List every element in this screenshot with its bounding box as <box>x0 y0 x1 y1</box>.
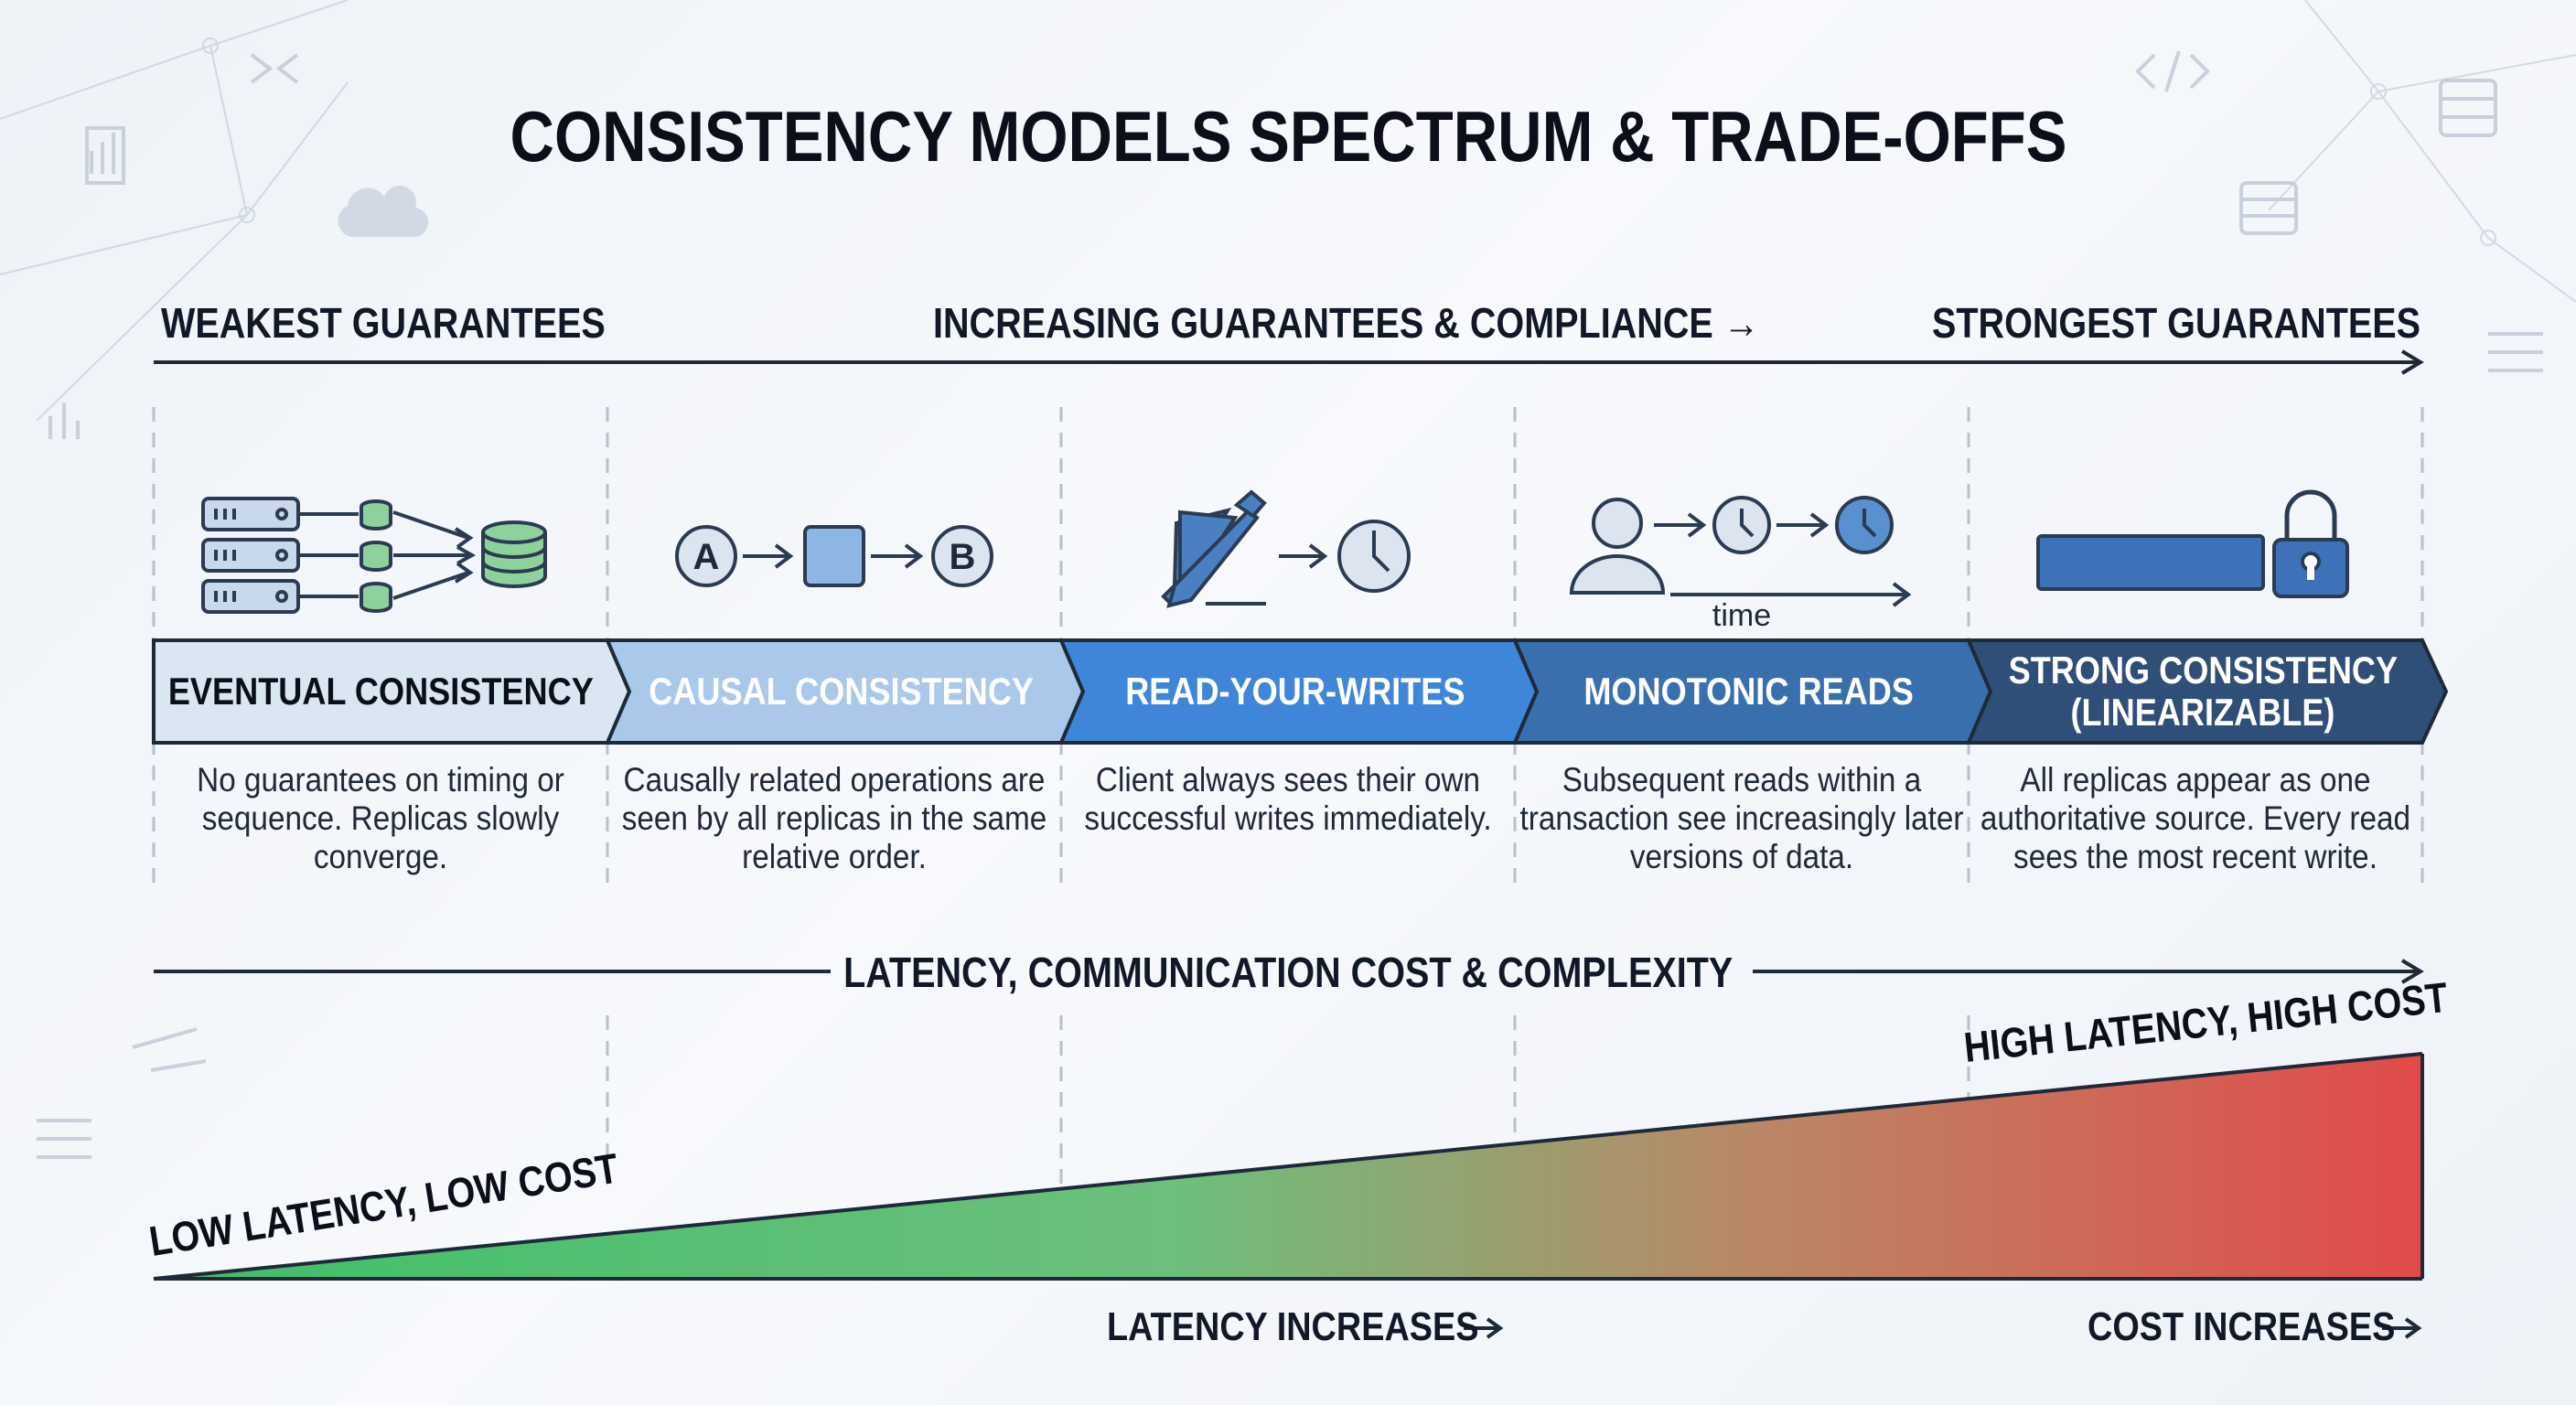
replicas-converging-icon <box>201 497 547 614</box>
cost-increases-label: COST INCREASES <box>2088 1304 2396 1349</box>
band-strong <box>1965 638 2449 745</box>
spectrum-band <box>152 638 2449 745</box>
weakest-guarantees-label: WEAKEST GUARANTEES <box>161 299 606 347</box>
model-label-read-your-writes: READ-YOUR-WRITES <box>1125 670 1465 713</box>
pen-clock-icon <box>1161 489 1411 608</box>
timeline-label: time <box>1712 598 1771 633</box>
cost-section-title: LATENCY, COMMUNICATION COST & COMPLEXITY <box>843 949 1733 996</box>
model-description-eventual: No guarantees on timing or sequence. Rep… <box>197 761 564 875</box>
model-description-monotonic: Subsequent reads within a transaction se… <box>1519 761 1964 875</box>
causal-chain-icon <box>675 525 993 587</box>
causal-node-b: B <box>950 537 976 577</box>
latency-increases-label: LATENCY INCREASES <box>1107 1304 1479 1349</box>
model-label-monotonic: MONOTONIC READS <box>1583 670 1915 713</box>
causal-node-a: A <box>693 537 720 577</box>
increasing-guarantees-label: INCREASING GUARANTEES & COMPLIANCE → <box>933 299 1760 347</box>
model-description-causal: Causally related operations are seen by … <box>621 761 1047 875</box>
model-label-strong: STRONG CONSISTENCY (LINEARIZABLE) <box>2008 649 2398 734</box>
locked-bar-icon <box>2036 489 2349 598</box>
model-description-strong: All replicas appear as one authoritative… <box>1980 761 2411 875</box>
user-timeline-icon <box>1569 496 1912 607</box>
model-label-eventual: EVENTUAL CONSISTENCY <box>167 670 594 713</box>
model-description-read-your-writes: Client always sees their own successful … <box>1084 761 1492 837</box>
strongest-guarantees-label: STRONGEST GUARANTEES <box>1931 299 2420 347</box>
page-title: CONSISTENCY MODELS SPECTRUM & TRADE-OFFS <box>510 96 2066 177</box>
model-label-causal: CAUSAL CONSISTENCY <box>649 670 1035 713</box>
